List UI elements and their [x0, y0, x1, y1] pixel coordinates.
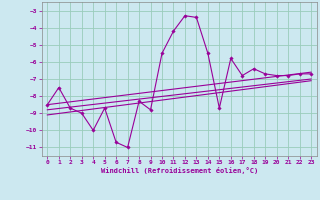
X-axis label: Windchill (Refroidissement éolien,°C): Windchill (Refroidissement éolien,°C) [100, 167, 258, 174]
